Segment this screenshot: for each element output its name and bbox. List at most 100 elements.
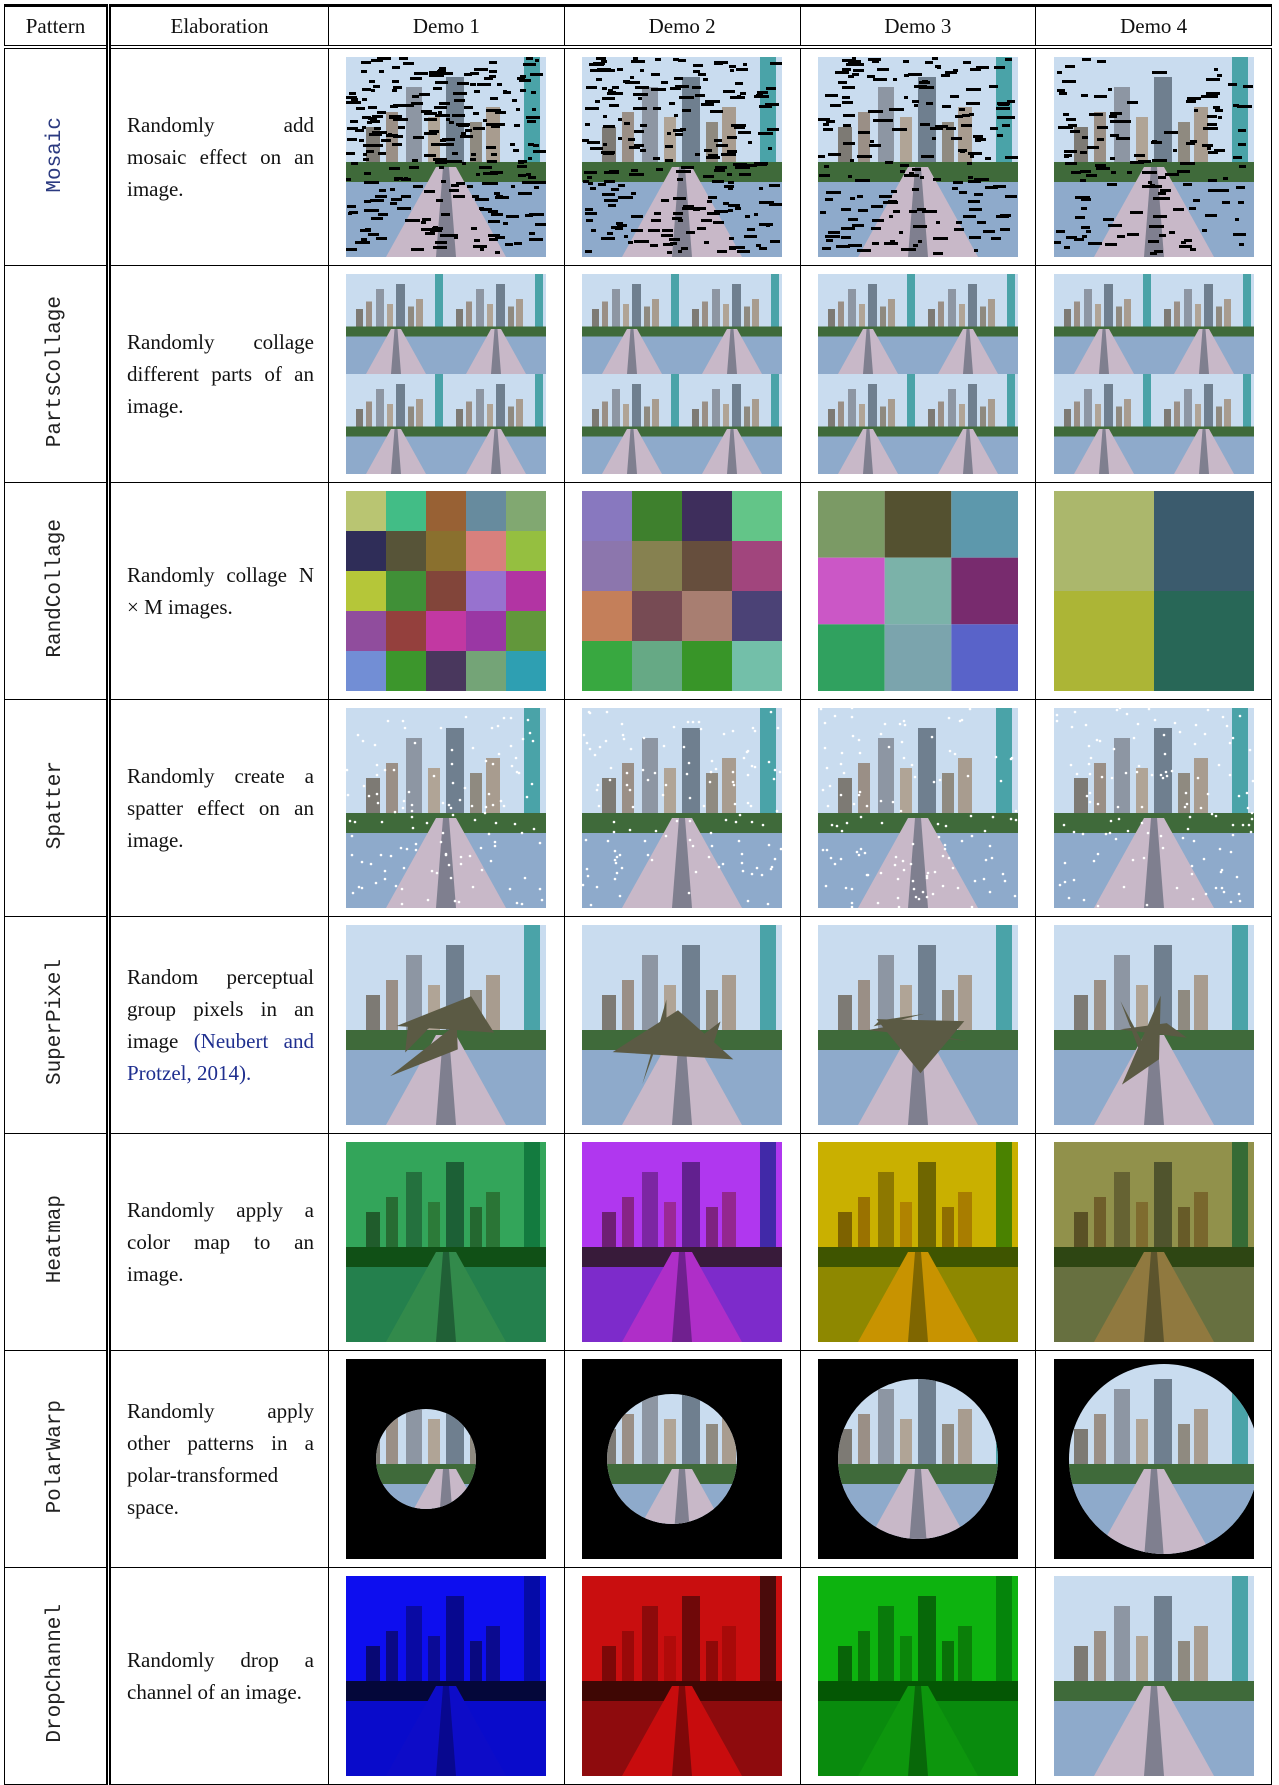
- image-part: [962, 215, 976, 218]
- image-part: [907, 1035, 928, 1125]
- image-part: [346, 611, 387, 651]
- image-part: [877, 87, 894, 167]
- image-part: [674, 114, 679, 117]
- image-part: [856, 195, 863, 198]
- image-part: [346, 491, 387, 531]
- image-part: [1151, 71, 1167, 74]
- image-part: [442, 72, 454, 75]
- image-part: [471, 804, 474, 808]
- image-part: [505, 243, 514, 246]
- image-part: [526, 795, 529, 799]
- citation[interactable]: (Neubert and Protzel, 2014).: [127, 1029, 315, 1085]
- image-part: [1142, 274, 1151, 374]
- image-part: [884, 491, 952, 558]
- image-part: [664, 768, 677, 818]
- image-part: [506, 215, 520, 218]
- image-part: [1118, 708, 1121, 710]
- image-part: [682, 945, 701, 1035]
- image-part: [534, 181, 547, 184]
- image-part: [1228, 741, 1231, 745]
- image-part: [1218, 847, 1221, 851]
- image-part: [408, 306, 415, 329]
- image-part: [462, 162, 467, 165]
- image-part: [961, 114, 970, 117]
- image-part: [991, 815, 995, 819]
- image-part: [840, 208, 851, 211]
- image-part: [1223, 299, 1231, 329]
- image-part: [630, 76, 635, 79]
- image-part: [691, 844, 695, 848]
- image-part: [1013, 894, 1017, 898]
- image-part: [461, 132, 467, 135]
- image-part: [1086, 146, 1099, 149]
- image-part: [421, 110, 433, 113]
- image-part: [411, 815, 414, 819]
- image-part: [622, 737, 626, 741]
- elaboration-cell: Randomly add mosaic effect on an image.: [108, 46, 329, 266]
- image-part: [429, 130, 440, 133]
- image-part: [758, 132, 774, 135]
- image-part: [1104, 243, 1117, 246]
- image-part: [404, 104, 415, 107]
- image-part: [723, 304, 730, 329]
- image-part: [868, 144, 881, 147]
- image-part: [701, 219, 713, 222]
- image-part: [1157, 176, 1166, 179]
- image-part: [368, 106, 378, 109]
- image-part: [1151, 159, 1167, 162]
- image-part: [433, 158, 448, 161]
- image-part: [642, 1394, 659, 1469]
- image-part: [1117, 817, 1120, 821]
- image-part: [346, 1576, 547, 1776]
- image-part: [728, 187, 734, 190]
- image-part: [661, 199, 670, 202]
- image-part: [821, 788, 825, 792]
- image-part: [967, 176, 973, 179]
- image-part: [757, 163, 768, 166]
- image-part: [891, 800, 895, 804]
- image-part: [634, 240, 650, 243]
- image-part: [1157, 197, 1170, 200]
- image-part: [760, 873, 764, 877]
- image-part: [470, 773, 483, 818]
- image-part: [375, 881, 378, 885]
- image-part: [1131, 858, 1134, 862]
- image-part: [759, 187, 764, 190]
- image-part: [739, 246, 746, 249]
- image-part: [683, 205, 695, 208]
- image-part: [518, 771, 521, 775]
- image-part: [1098, 429, 1109, 474]
- image-part: [393, 135, 404, 138]
- image-part: [681, 166, 695, 169]
- image-part: [900, 740, 904, 744]
- image-part: [1229, 900, 1232, 904]
- image-part: [1141, 171, 1157, 174]
- image-part: [890, 190, 897, 193]
- image-part: [503, 222, 509, 225]
- image-part: [521, 831, 524, 835]
- image-part: [932, 178, 941, 181]
- image-part: [670, 87, 682, 90]
- image-part: [1084, 723, 1087, 727]
- image-part: [769, 184, 781, 187]
- elaboration-text: Randomly collage different parts of an i…: [127, 330, 314, 418]
- image-part: [850, 901, 854, 905]
- image-part: [676, 170, 692, 173]
- demo-cell: [563, 46, 801, 266]
- image-part: [533, 144, 540, 147]
- image-part: [767, 760, 771, 764]
- image-part: [346, 152, 356, 155]
- elaboration-text: Random perceptual group pixels in an ima…: [127, 965, 314, 1053]
- image-part: [624, 122, 631, 125]
- image-part: [766, 902, 770, 906]
- image-part: [734, 126, 746, 129]
- image-part: [876, 901, 880, 905]
- image-part: [943, 847, 947, 851]
- image-part: [1096, 852, 1099, 856]
- image-part: [1145, 903, 1148, 907]
- image-part: [631, 229, 644, 232]
- image-part: [708, 196, 718, 199]
- image-part: [1157, 192, 1166, 195]
- image-part: [582, 1576, 783, 1776]
- image-part: [1220, 886, 1223, 890]
